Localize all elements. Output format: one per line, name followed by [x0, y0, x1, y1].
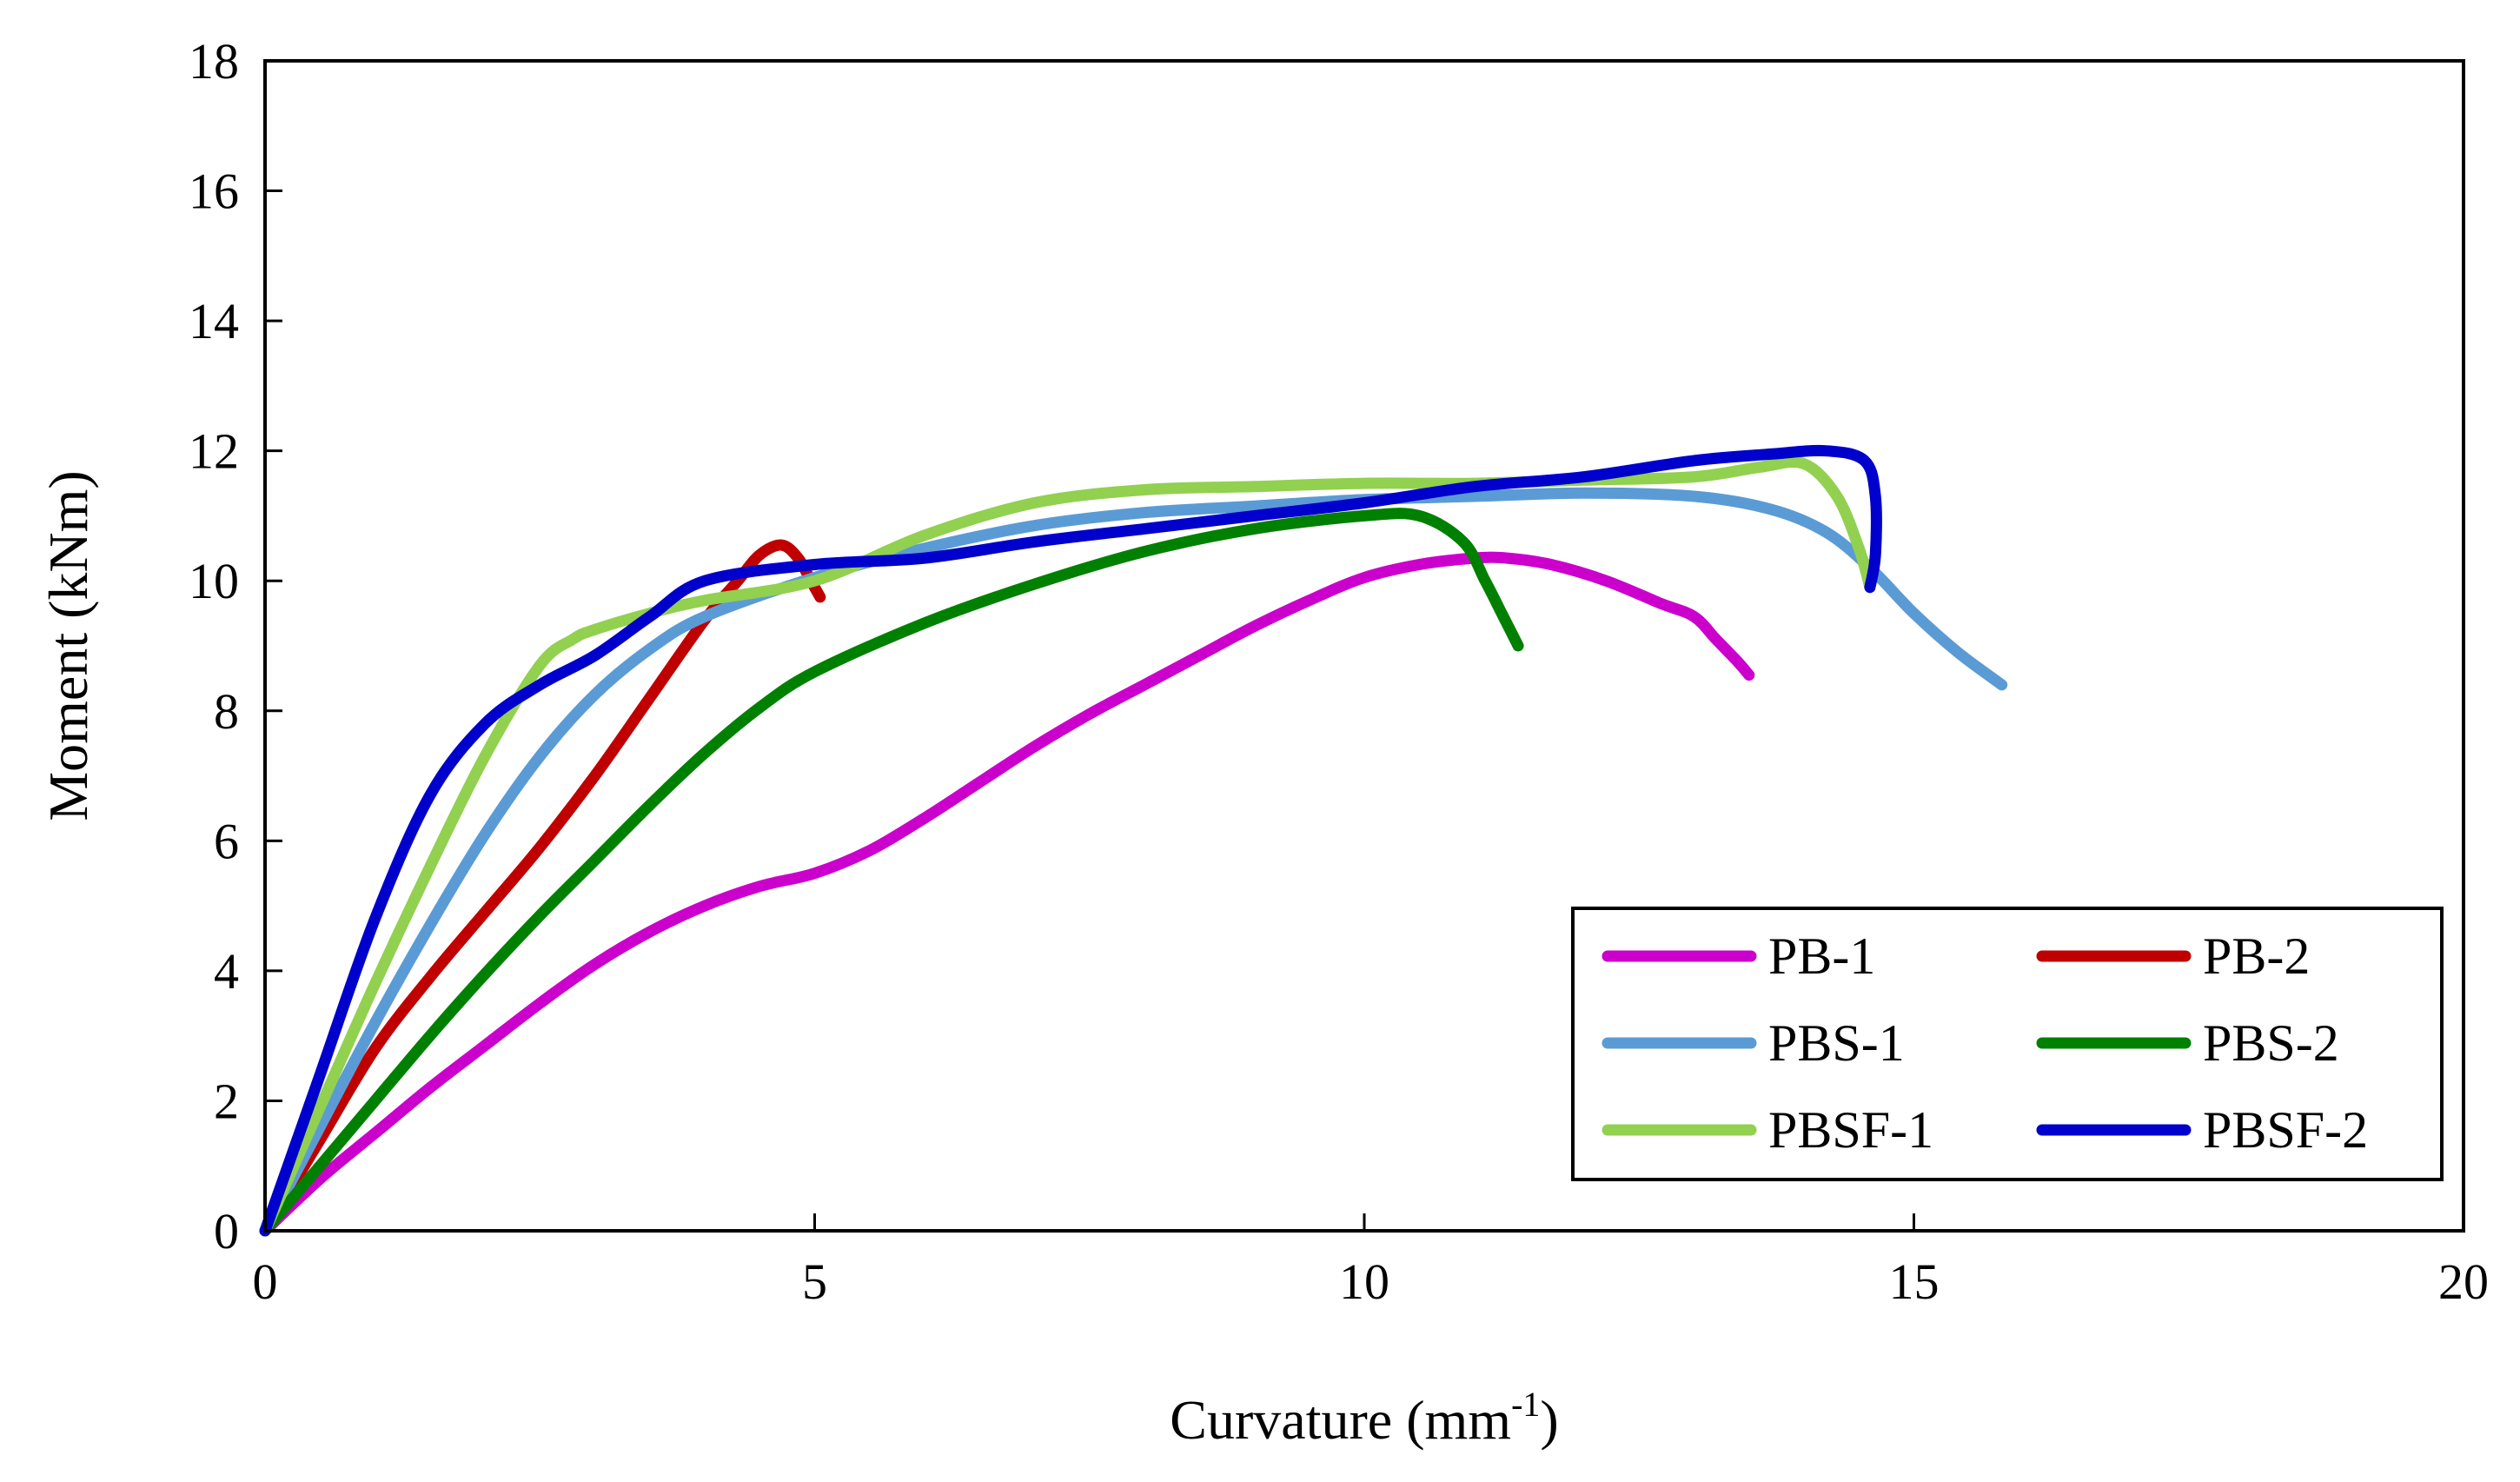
y-tick-label: 10: [189, 553, 239, 609]
y-tick-label: 4: [214, 943, 239, 1000]
legend: PB-1 PB-2 PBS-1 PBS-2 PBSF-1 PBSF-2: [1571, 907, 2444, 1181]
x-tick-label: 5: [802, 1253, 827, 1310]
y-tick-label: 14: [189, 293, 239, 349]
series-layer: [259, 444, 2008, 1237]
series-line-pbsf-2: [259, 444, 1882, 1237]
y-tick-label: 12: [189, 423, 239, 480]
x-tick-label: 20: [2438, 1253, 2489, 1310]
series-line-pb-2: [259, 539, 826, 1237]
series-line-pbsf-1: [259, 455, 1876, 1237]
x-axis-title-suffix: ): [1540, 1389, 1558, 1451]
series-line-pbs-1: [259, 487, 2008, 1237]
legend-label: PBS-2: [2203, 1014, 2339, 1072]
legend-label: PB-2: [2203, 927, 2310, 985]
axis-layer: 0 2 4 6 8 10 12 14 16 18 0 5 10 15 20: [189, 33, 2489, 1310]
x-tick-label: 10: [1339, 1253, 1389, 1310]
legend-label: PBSF-2: [2203, 1101, 2368, 1159]
legend-label: PBSF-1: [1768, 1101, 1933, 1159]
series-line-pb-1: [259, 551, 1755, 1237]
y-tick-label: 0: [214, 1203, 239, 1259]
y-tick-label: 18: [189, 33, 239, 90]
legend-label: PBS-1: [1768, 1014, 1905, 1072]
x-tick-label: 0: [253, 1253, 278, 1310]
y-tick-label: 16: [189, 163, 239, 220]
y-axis-title: Moment (kNm): [37, 470, 99, 821]
x-axis-title: Curvature (mm-1): [1170, 1385, 1558, 1451]
y-tick-label: 2: [214, 1073, 239, 1129]
x-axis-title-text: Curvature (mm: [1170, 1389, 1511, 1451]
legend-label: PB-1: [1768, 927, 1875, 985]
series-line-pbs-2: [259, 508, 1524, 1237]
y-tick-label: 6: [214, 813, 239, 869]
x-tick-label: 15: [1889, 1253, 1940, 1310]
y-tick-label: 8: [214, 683, 239, 740]
x-axis-title-superscript: -1: [1511, 1385, 1540, 1424]
